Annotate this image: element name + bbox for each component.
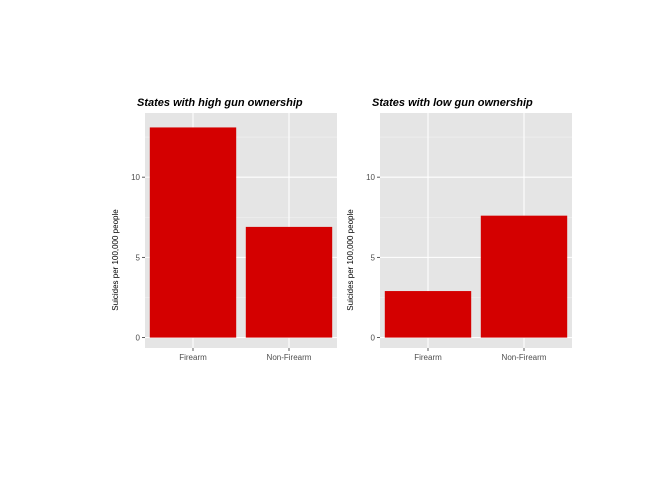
chart-high-gun-ownership: States with high gun ownership Suicides … xyxy=(111,97,337,362)
y-tick-label: 5 xyxy=(371,253,376,262)
y-tick-label: 0 xyxy=(371,334,376,343)
y-tick-label: 10 xyxy=(131,173,140,182)
chart-title: States with low gun ownership xyxy=(372,97,533,109)
y-tick-label: 0 xyxy=(136,334,141,343)
x-tick-label: Non-Firearm xyxy=(267,353,312,362)
bar-non-firearm xyxy=(480,215,568,338)
bar-firearm xyxy=(149,127,237,338)
y-tick-label: 10 xyxy=(366,173,375,182)
x-tick-label: Non-Firearm xyxy=(502,353,547,362)
y-tick-label: 5 xyxy=(136,253,141,262)
x-tick-label: Firearm xyxy=(179,353,207,362)
bar-non-firearm xyxy=(245,226,333,338)
chart-low-gun-ownership: States with low gun ownership Suicides p… xyxy=(346,97,572,362)
x-tick-label: Firearm xyxy=(414,353,442,362)
y-axis-title: Suicides per 100,000 people xyxy=(346,209,355,311)
y-axis-title: Suicides per 100,000 people xyxy=(111,209,120,311)
chart-title: States with high gun ownership xyxy=(137,97,303,109)
bar-firearm xyxy=(384,291,472,338)
